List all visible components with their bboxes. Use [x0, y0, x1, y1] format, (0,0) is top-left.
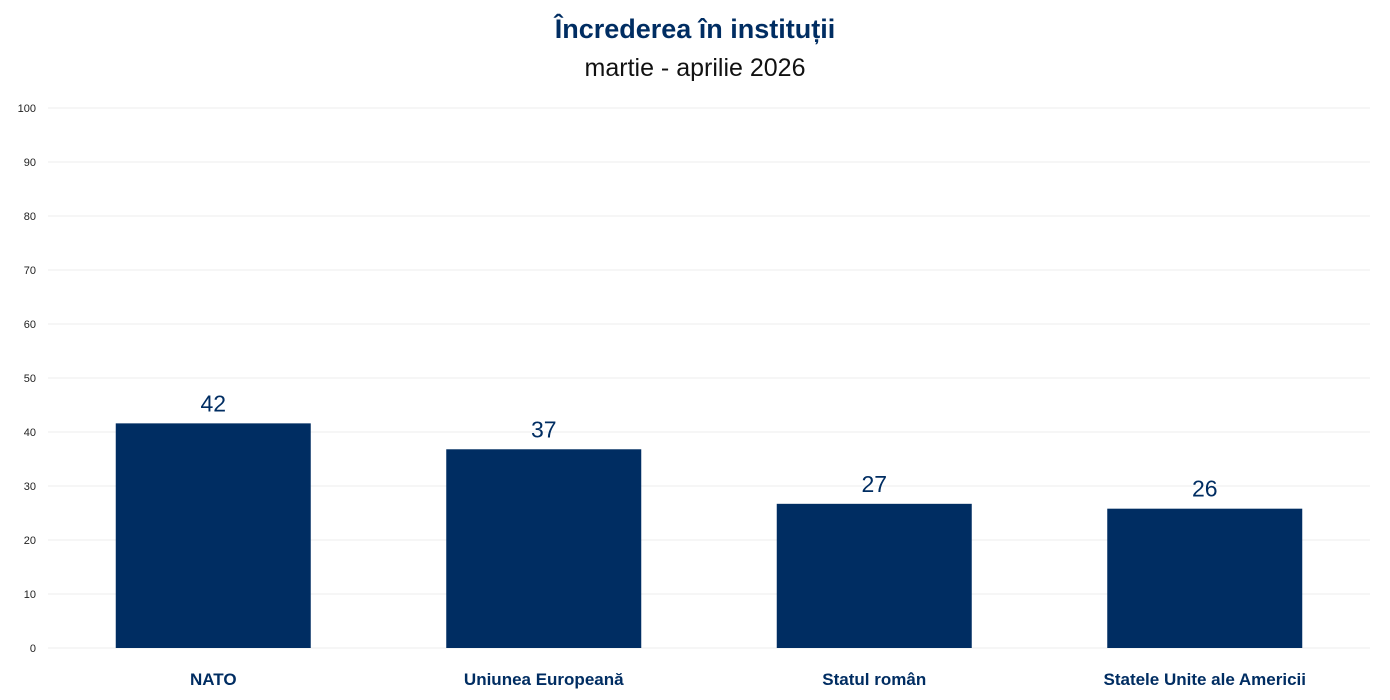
- x-tick-label: NATO: [190, 670, 237, 689]
- y-tick-label: 40: [24, 427, 36, 439]
- data-label: 37: [531, 416, 557, 442]
- y-tick-label: 10: [24, 589, 36, 601]
- data-label: 26: [1192, 476, 1218, 502]
- y-tick-label: 70: [24, 265, 36, 277]
- y-tick-label: 50: [24, 373, 36, 385]
- y-tick-label: 60: [24, 319, 36, 331]
- data-label: 42: [200, 390, 226, 416]
- y-tick-label: 0: [30, 643, 36, 655]
- y-tick-label: 80: [24, 211, 36, 223]
- y-tick-label: 90: [24, 157, 36, 169]
- x-tick-label: Uniunea Europeană: [464, 670, 624, 689]
- data-label: 27: [861, 471, 887, 497]
- x-tick-label: Statul român: [822, 670, 926, 689]
- bar: [446, 449, 642, 648]
- chart-title: Încrederea în instituții: [554, 14, 836, 44]
- y-tick-label: 20: [24, 535, 36, 547]
- bar: [115, 423, 311, 648]
- x-tick-label: Statele Unite ale Americii: [1103, 670, 1306, 689]
- bar: [776, 503, 972, 648]
- y-tick-label: 30: [24, 481, 36, 493]
- y-tick-label: 100: [18, 103, 36, 115]
- chart-subtitle: martie - aprilie 2026: [584, 54, 806, 82]
- bar: [1107, 508, 1303, 648]
